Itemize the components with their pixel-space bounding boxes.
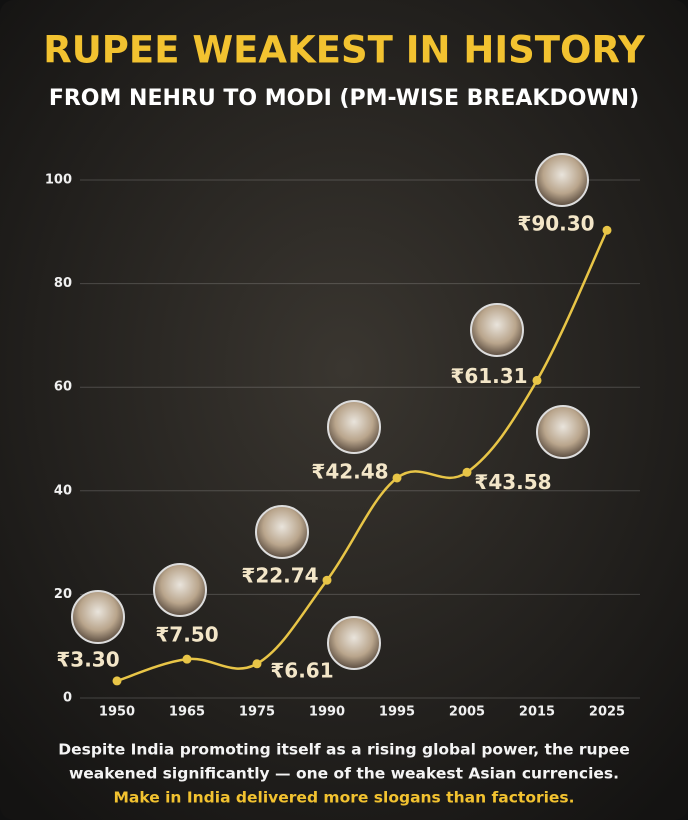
- portrait: [535, 153, 589, 207]
- portrait: [327, 400, 381, 454]
- x-tick-label: 2025: [589, 705, 625, 720]
- value-label: ₹43.58: [474, 470, 551, 494]
- portrait: [470, 303, 524, 357]
- chart-title: RUPEE WEAKEST IN HISTORY: [43, 29, 646, 72]
- value-label: ₹61.31: [450, 364, 527, 388]
- portrait: [255, 505, 309, 559]
- x-tick-label: 1995: [379, 705, 415, 720]
- portraits: [71, 153, 590, 670]
- portrait: [327, 616, 381, 670]
- value-label: ₹22.74: [241, 564, 318, 588]
- point: [322, 575, 332, 585]
- note-highlight: Make in India delivered more slogans tha…: [113, 789, 574, 807]
- x-tick-label: 1965: [169, 705, 205, 720]
- y-tick-label: 100: [45, 173, 72, 188]
- y-tick-label: 0: [63, 691, 72, 706]
- point: [532, 375, 542, 385]
- chart-subtitle: FROM NEHRU TO MODI (PM-WISE BREAKDOWN): [49, 86, 639, 111]
- x-tick-label: 2005: [449, 705, 485, 720]
- y-tick-label: 80: [54, 276, 72, 291]
- portrait: [536, 405, 590, 459]
- point: [182, 654, 192, 664]
- portrait: [71, 590, 125, 644]
- portrait: [153, 563, 207, 617]
- y-tick-label: 60: [54, 380, 72, 395]
- x-tick-label: 1990: [309, 705, 345, 720]
- point: [392, 473, 402, 483]
- value-label: ₹7.50: [155, 623, 218, 647]
- value-label: ₹42.48: [311, 459, 388, 483]
- grid: 0 20 40 60 80 100: [45, 173, 640, 706]
- y-tick-label: 20: [54, 587, 72, 602]
- value-label: ₹6.61: [270, 658, 333, 682]
- point: [252, 659, 262, 669]
- y-tick-label: 40: [54, 483, 72, 498]
- x-tick-label: 2015: [519, 705, 555, 720]
- point: [112, 676, 122, 686]
- value-label: ₹3.30: [56, 647, 119, 671]
- note-line: weakened significantly — one of the weak…: [69, 765, 619, 783]
- note-line: Despite India promoting itself as a risi…: [58, 741, 629, 759]
- value-label: ₹90.30: [517, 212, 594, 236]
- x-tick-label: 1950: [99, 705, 135, 720]
- point: [462, 467, 472, 477]
- point: [602, 225, 612, 235]
- x-tick-label: 1975: [239, 705, 275, 720]
